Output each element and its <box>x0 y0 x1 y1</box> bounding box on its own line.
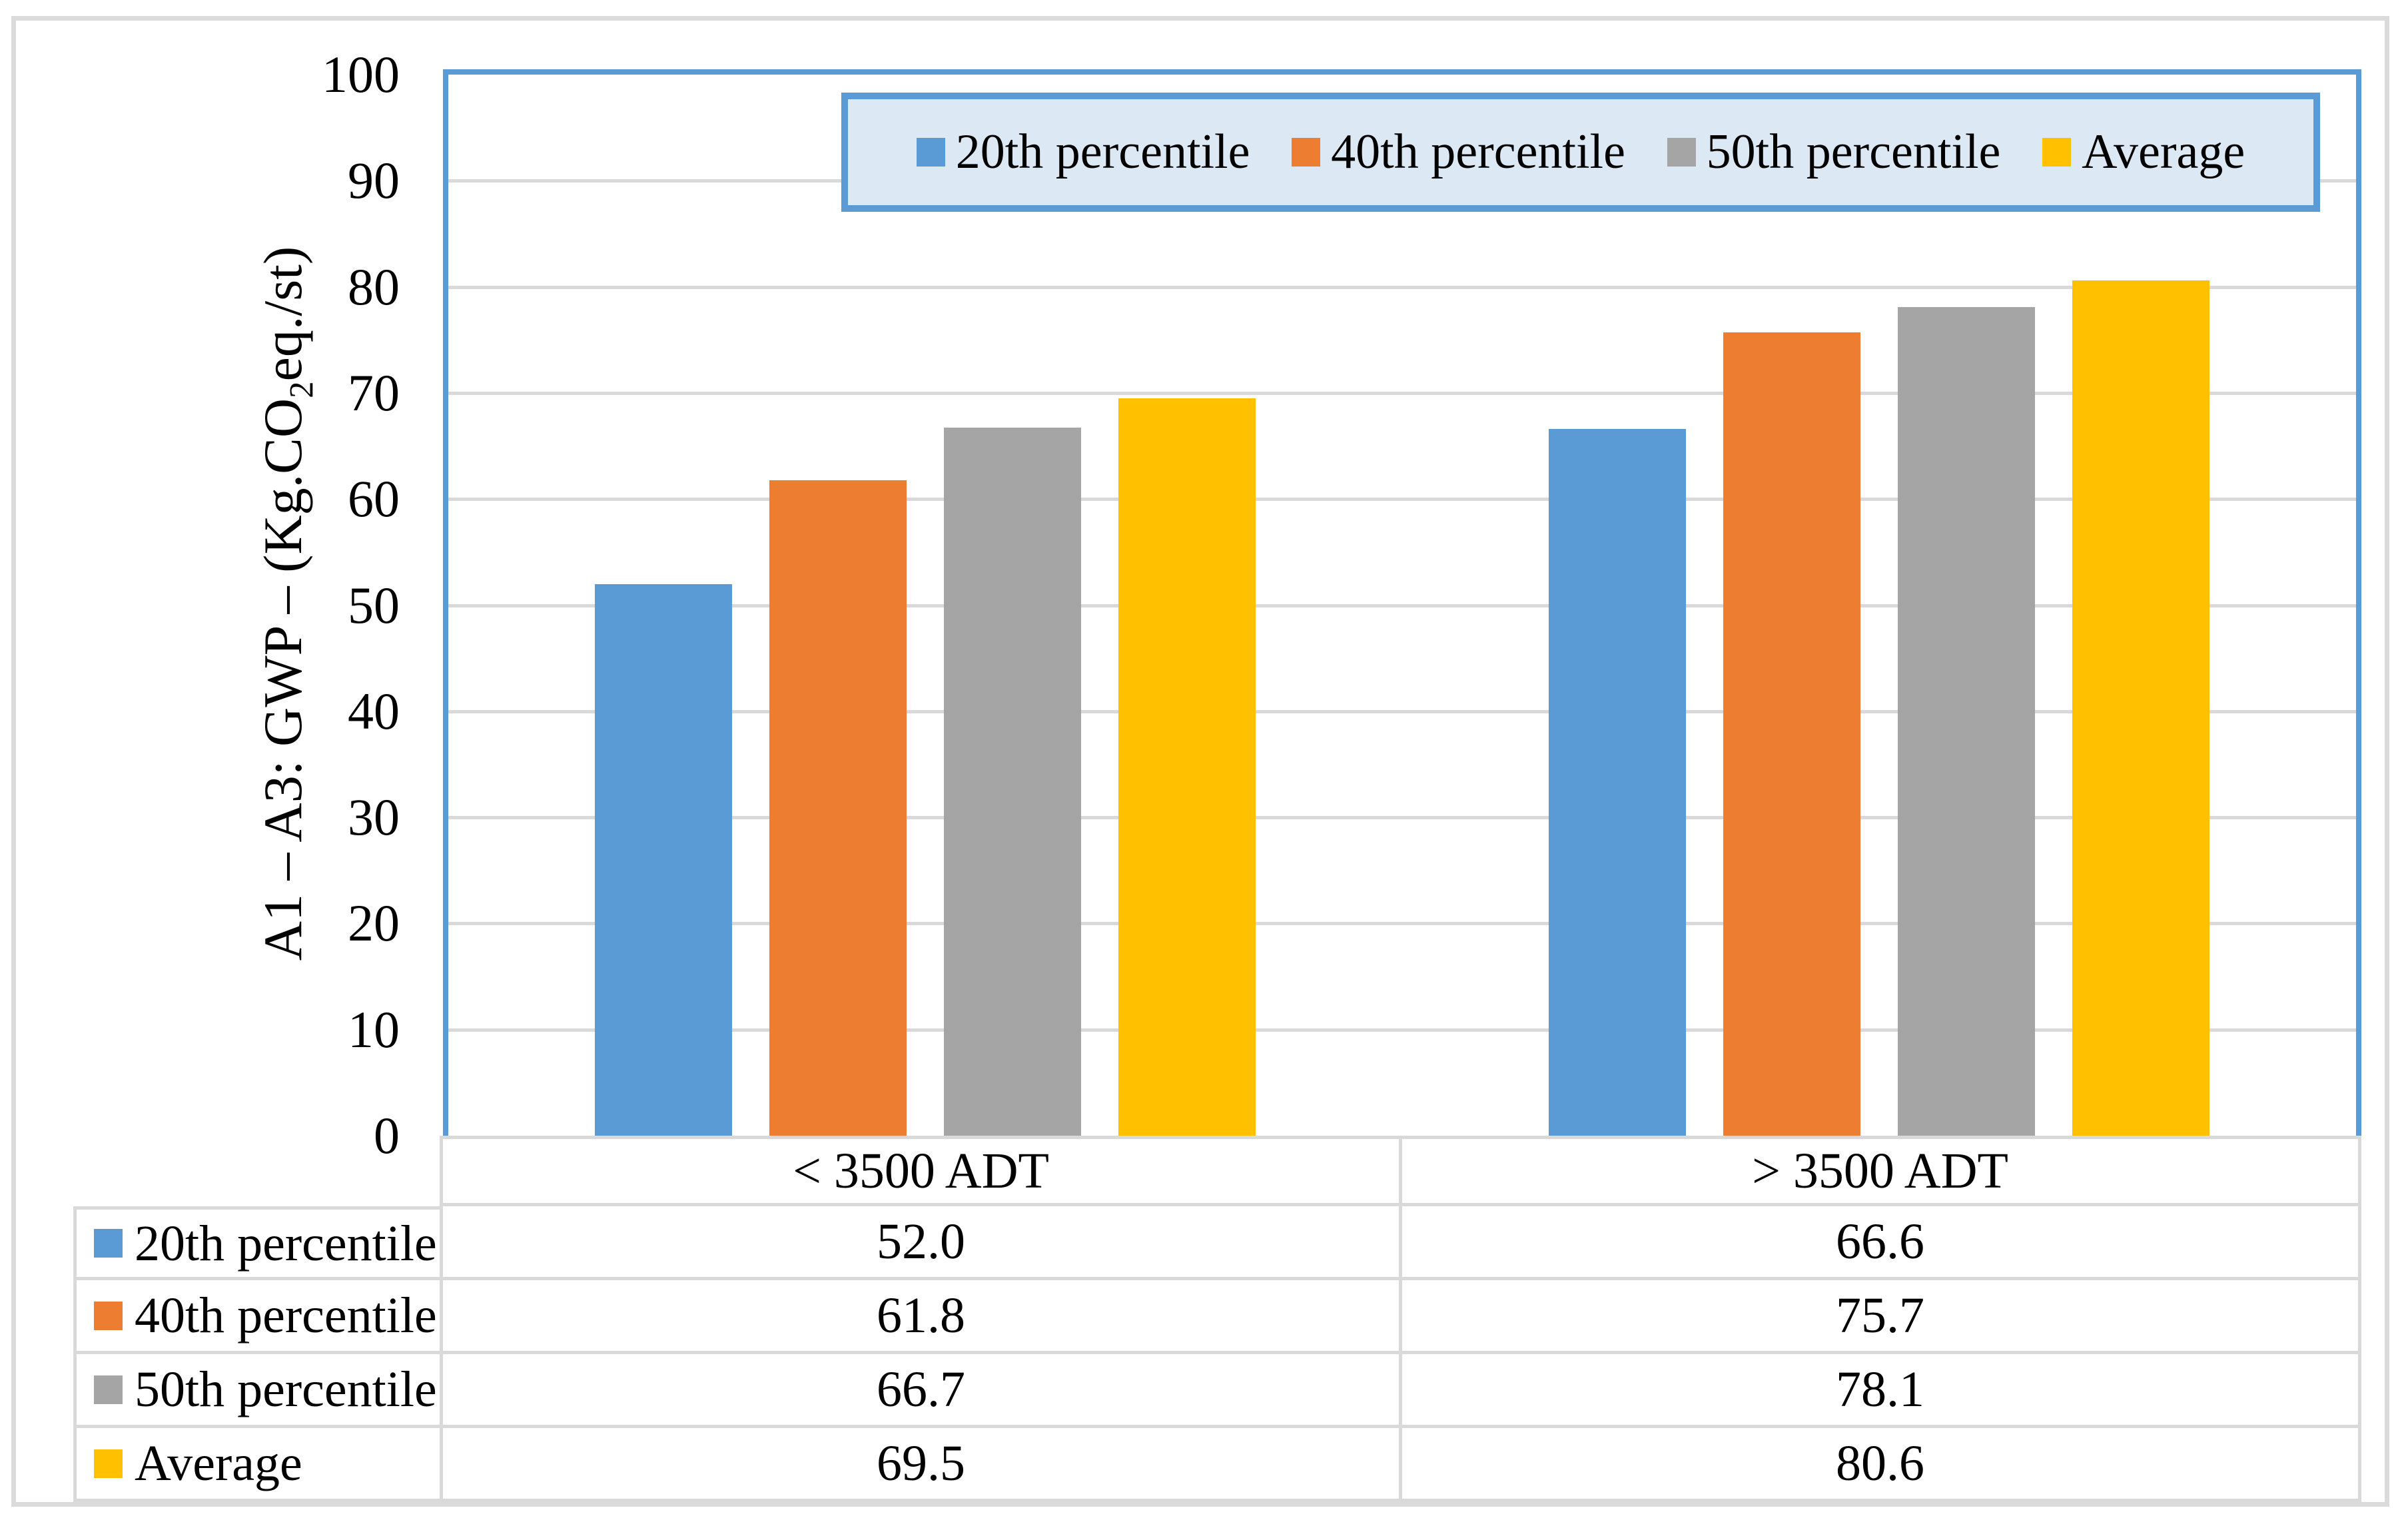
bar-40th-percentile <box>769 480 907 1136</box>
series-key-swatch-icon <box>94 1301 123 1330</box>
series-key-swatch-icon <box>94 1449 123 1478</box>
legend-swatch-icon <box>2042 138 2072 167</box>
gridline <box>448 286 2356 289</box>
legend-item: 50th percentile <box>1667 124 2001 181</box>
bar-average <box>1118 398 1256 1136</box>
legend: 20th percentile 40th percentile 50th perce… <box>841 93 2320 212</box>
series-key-swatch-icon <box>94 1229 123 1258</box>
y-tick-label: 20 <box>348 894 400 952</box>
legend-item: 40th percentile <box>1292 124 1625 181</box>
table-value-cell: 66.7 <box>443 1354 1402 1428</box>
table-value-cell: 75.7 <box>1402 1280 2361 1354</box>
plot-area <box>443 69 2361 1136</box>
series-name-label: Average <box>135 1435 302 1491</box>
bar-50th-percentile <box>1898 307 2035 1136</box>
y-tick-label: 30 <box>348 788 400 846</box>
series-name-label: 50th percentile <box>135 1361 437 1417</box>
y-tick-label: 0 <box>374 1106 400 1164</box>
bar-group <box>448 75 1402 1136</box>
y-tick-label: 70 <box>348 364 400 422</box>
gridline <box>448 922 2356 925</box>
gridline <box>448 710 2356 713</box>
table-corner-cell <box>73 1136 443 1206</box>
y-tick-label: 10 <box>348 1000 400 1058</box>
gridline <box>448 1028 2356 1032</box>
table-row-header: 50th percentile <box>73 1354 443 1428</box>
category-header-cell: < 3500 ADT <box>443 1136 1402 1206</box>
legend-swatch-icon <box>1292 138 1321 167</box>
bar-group <box>1402 75 2356 1136</box>
gridline <box>448 604 2356 607</box>
series-key-swatch-icon <box>94 1375 123 1404</box>
table-value-cell: 52.0 <box>443 1206 1402 1280</box>
bar-20th-percentile <box>595 584 732 1136</box>
table-value-cell: 61.8 <box>443 1280 1402 1354</box>
bar-20th-percentile <box>1549 429 1686 1136</box>
legend-label: 20th percentile <box>955 125 1250 179</box>
series-name-label: 40th percentile <box>135 1288 437 1343</box>
gridline <box>448 816 2356 819</box>
bar-average <box>2072 280 2209 1136</box>
legend-swatch-icon <box>1667 138 1696 167</box>
legend-item: Average <box>2042 124 2245 181</box>
table-row-header: 40th percentile <box>73 1280 443 1354</box>
bar-40th-percentile <box>1723 332 1860 1136</box>
y-tick-label: 90 <box>348 151 400 209</box>
legend-swatch-icon <box>916 138 945 167</box>
y-tick-label: 50 <box>348 576 400 634</box>
data-table: < 3500 ADT > 3500 ADT 20th percentile 52.0 6… <box>73 1136 2361 1502</box>
bar-50th-percentile <box>944 428 1081 1136</box>
y-tick-label: 80 <box>348 258 400 316</box>
y-tick-label: 100 <box>322 45 400 103</box>
category-header-cell: > 3500 ADT <box>1402 1136 2361 1206</box>
gridline <box>448 498 2356 501</box>
table-row-header: Average <box>73 1428 443 1502</box>
table-value-cell: 80.6 <box>1402 1428 2361 1502</box>
y-tick-label: 60 <box>348 470 400 528</box>
legend-label: 50th percentile <box>1706 125 2001 179</box>
series-name-label: 20th percentile <box>135 1215 437 1272</box>
y-tick-label: 40 <box>348 682 400 740</box>
legend-item: 20th percentile <box>916 124 1250 181</box>
table-value-cell: 78.1 <box>1402 1354 2361 1428</box>
legend-label: Average <box>2082 125 2245 179</box>
legend-label: 40th percentile <box>1331 125 1625 179</box>
table-value-cell: 66.6 <box>1402 1206 2361 1280</box>
table-row-header: 20th percentile <box>73 1206 443 1280</box>
gridline <box>448 392 2356 395</box>
table-value-cell: 69.5 <box>443 1428 1402 1502</box>
figure-border <box>11 16 2389 1507</box>
